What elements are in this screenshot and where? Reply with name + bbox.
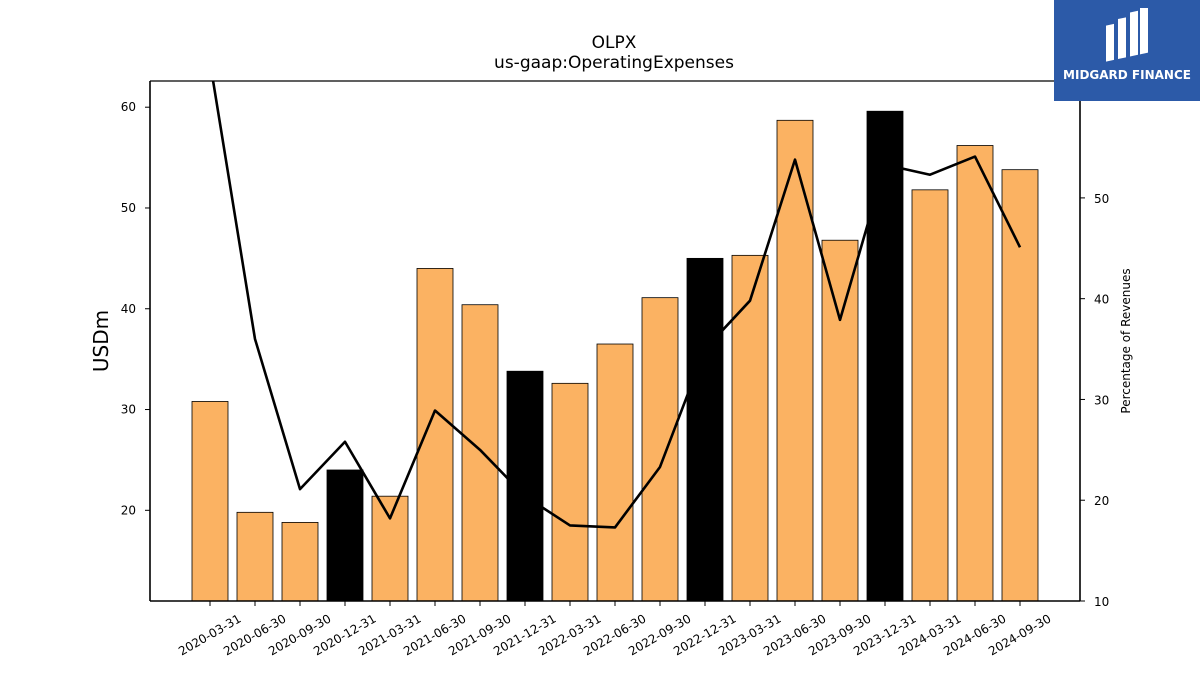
bar bbox=[686, 257, 724, 602]
y-tick-label: 60 bbox=[121, 100, 136, 114]
brand-logo: MIDGARD FINANCE bbox=[1054, 0, 1200, 101]
bar bbox=[461, 304, 499, 602]
bar bbox=[776, 119, 814, 602]
bar bbox=[236, 511, 274, 602]
y2-tick-label: 50 bbox=[1094, 192, 1109, 206]
bar bbox=[371, 495, 409, 602]
y2-tick-label: 40 bbox=[1094, 293, 1109, 307]
bar bbox=[1001, 169, 1039, 602]
y2-tick-label: 30 bbox=[1094, 393, 1109, 407]
bar bbox=[731, 254, 769, 602]
chart-subtitle: us-gaap:OperatingExpenses bbox=[494, 53, 734, 73]
y2-axis-label: Percentage of Revenues bbox=[1119, 268, 1133, 413]
y-tick-label: 20 bbox=[121, 503, 136, 517]
bar bbox=[416, 268, 454, 602]
logo-mark-icon bbox=[1106, 8, 1148, 62]
series-line bbox=[211, 81, 1022, 529]
line-series bbox=[211, 81, 1022, 529]
bar bbox=[281, 521, 319, 602]
y-tick-label: 50 bbox=[121, 201, 136, 215]
bar bbox=[641, 297, 679, 602]
bar bbox=[506, 370, 544, 602]
bar bbox=[326, 469, 364, 602]
bar-series bbox=[191, 110, 1039, 602]
bar bbox=[821, 239, 859, 602]
bar bbox=[866, 110, 904, 602]
y-tick-label: 40 bbox=[121, 302, 136, 316]
y-axis-label: USDm bbox=[89, 310, 113, 372]
bar bbox=[551, 382, 589, 602]
chart-title: OLPX bbox=[592, 33, 637, 53]
y-tick-label: 30 bbox=[121, 403, 136, 417]
bar bbox=[956, 145, 994, 602]
y2-tick-label: 10 bbox=[1094, 595, 1109, 609]
bar bbox=[911, 189, 949, 602]
logo-text: MIDGARD FINANCE bbox=[1063, 68, 1191, 82]
bar bbox=[191, 401, 229, 602]
y2-tick-label: 20 bbox=[1094, 494, 1109, 508]
bar bbox=[596, 343, 634, 602]
